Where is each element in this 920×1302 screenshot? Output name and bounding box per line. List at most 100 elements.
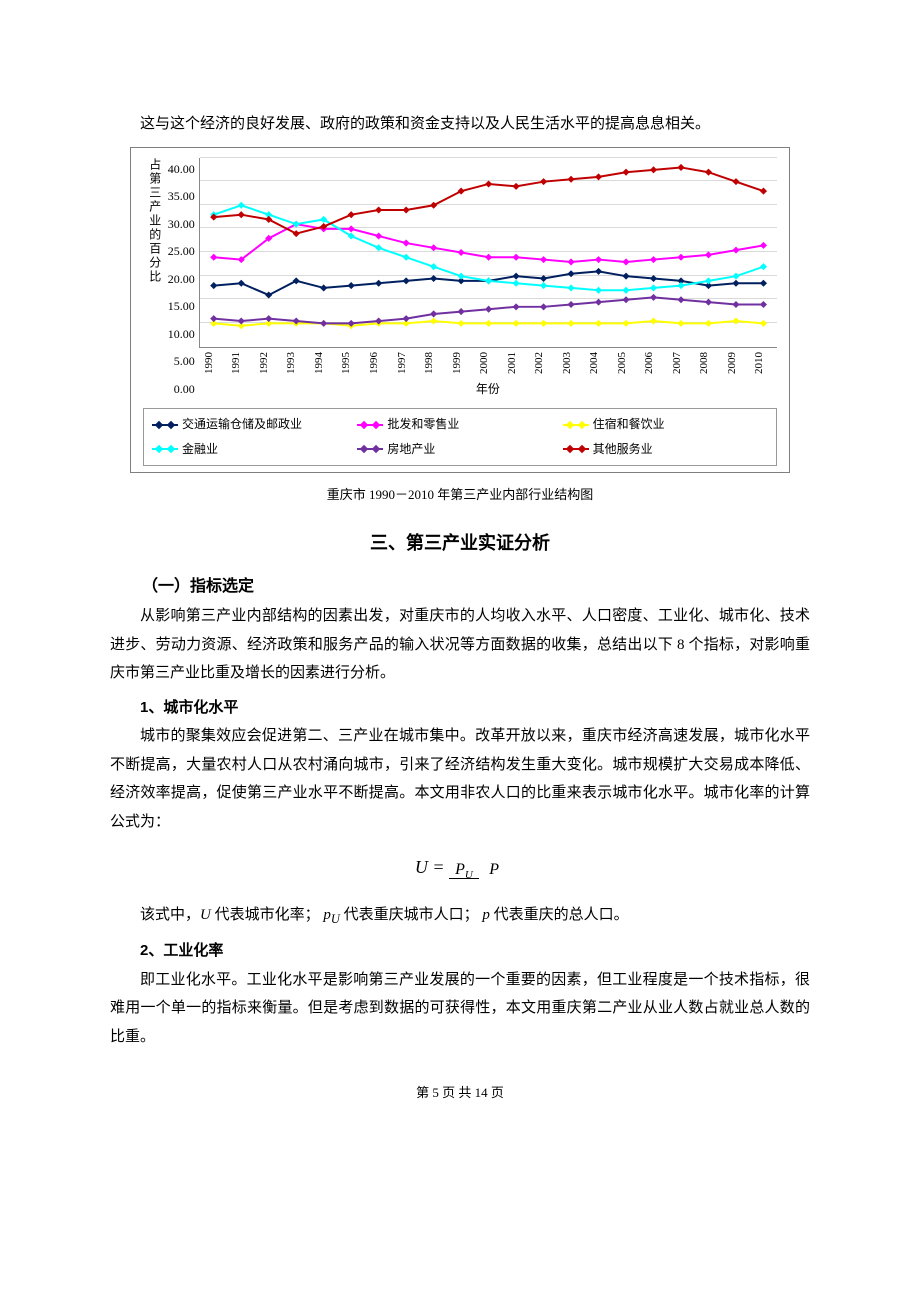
y-tick: 10.00 — [168, 323, 195, 346]
series-marker — [485, 305, 492, 312]
legend-item: 批发和零售业 — [357, 413, 562, 436]
legend-item: 其他服务业 — [563, 438, 768, 461]
formula-expl-prefix: 该式中， — [140, 907, 200, 923]
y-axis-ticks: 40.0035.0030.0025.0020.0015.0010.005.000… — [168, 158, 199, 401]
series-marker — [595, 298, 602, 305]
series-marker — [320, 319, 327, 326]
formula-lhs: U — [415, 857, 428, 877]
series-marker — [457, 308, 464, 315]
legend-label: 交通运输仓储及邮政业 — [182, 413, 302, 436]
series-marker — [265, 315, 272, 322]
var-u: U — [200, 907, 215, 923]
legend-swatch — [152, 448, 178, 450]
series-marker — [485, 180, 492, 187]
subsection-1-paragraph: 从影响第三产业内部结构的因素出发，对重庆市的人均收入水平、人口密度、工业化、城市… — [110, 602, 810, 688]
series-marker — [512, 279, 519, 286]
footer-prefix: 第 — [416, 1085, 432, 1100]
series-marker — [705, 319, 712, 326]
legend-item: 住宿和餐饮业 — [563, 413, 768, 436]
x-tick: 1995 — [336, 352, 364, 374]
series-marker — [650, 293, 657, 300]
series-marker — [567, 175, 574, 182]
series-marker — [347, 282, 354, 289]
series-marker — [760, 319, 767, 326]
series-marker — [567, 284, 574, 291]
legend-swatch — [357, 448, 383, 450]
legend-label: 批发和零售业 — [387, 413, 459, 436]
formula-equals: = — [432, 857, 449, 877]
y-tick: 15.00 — [168, 295, 195, 318]
series-marker — [567, 319, 574, 326]
x-axis-label: 年份 — [199, 378, 777, 401]
series-marker — [402, 239, 409, 246]
x-tick: 2001 — [502, 352, 530, 374]
x-tick: 2004 — [584, 352, 612, 374]
series-marker — [732, 272, 739, 279]
item-1-paragraph: 城市的聚集效应会促进第二、三产业在城市集中。改革开放以来，重庆市经济高速发展，城… — [110, 722, 810, 836]
series-marker — [732, 246, 739, 253]
x-tick: 2006 — [639, 352, 667, 374]
series-marker — [677, 319, 684, 326]
formula-urbanization: U = PU P — [110, 850, 810, 886]
series-marker — [375, 206, 382, 213]
series-marker — [237, 201, 244, 208]
series-marker — [457, 272, 464, 279]
series-marker — [237, 317, 244, 324]
legend-swatch — [357, 424, 383, 426]
chart-container: 占第三产业的百分比 40.0035.0030.0025.0020.0015.00… — [130, 147, 790, 473]
series-marker — [210, 282, 217, 289]
legend-label: 房地产业 — [387, 438, 435, 461]
series-marker — [732, 178, 739, 185]
series-marker — [265, 215, 272, 222]
series-marker — [540, 319, 547, 326]
series-marker — [402, 253, 409, 260]
x-tick: 2005 — [612, 352, 640, 374]
y-tick: 0.00 — [168, 378, 195, 401]
series-marker — [347, 225, 354, 232]
series-marker — [430, 263, 437, 270]
x-tick: 1992 — [254, 352, 282, 374]
series-marker — [650, 317, 657, 324]
legend-item: 金融业 — [152, 438, 357, 461]
x-tick: 2009 — [722, 352, 750, 374]
series-marker — [540, 178, 547, 185]
series-marker — [375, 232, 382, 239]
chart-plot-area — [199, 158, 777, 348]
series-marker — [512, 272, 519, 279]
series-marker — [567, 300, 574, 307]
series-marker — [210, 315, 217, 322]
x-tick: 1996 — [364, 352, 392, 374]
series-marker — [540, 256, 547, 263]
series-marker — [512, 319, 519, 326]
series-marker — [512, 253, 519, 260]
series-marker — [292, 230, 299, 237]
series-marker — [760, 241, 767, 248]
series-marker — [622, 286, 629, 293]
series-marker — [595, 286, 602, 293]
x-tick: 1991 — [226, 352, 254, 374]
series-marker — [237, 211, 244, 218]
series-marker — [760, 300, 767, 307]
series-marker — [677, 253, 684, 260]
series-marker — [430, 317, 437, 324]
series-marker — [430, 310, 437, 317]
x-tick: 1990 — [199, 352, 227, 374]
series-marker — [540, 282, 547, 289]
series-marker — [650, 256, 657, 263]
x-tick: 1994 — [309, 352, 337, 374]
x-tick: 2007 — [667, 352, 695, 374]
series-marker — [650, 166, 657, 173]
y-tick: 25.00 — [168, 240, 195, 263]
series-marker — [705, 277, 712, 284]
item-1-heading: 1、城市化水平 — [110, 694, 810, 723]
series-marker — [595, 319, 602, 326]
series-marker — [210, 253, 217, 260]
legend-swatch — [563, 448, 589, 450]
series-marker — [567, 258, 574, 265]
series-marker — [457, 248, 464, 255]
series-marker — [705, 168, 712, 175]
x-tick: 2008 — [694, 352, 722, 374]
section-heading: 三、第三产业实证分析 — [110, 526, 810, 560]
series-marker — [567, 270, 574, 277]
series-marker — [622, 258, 629, 265]
